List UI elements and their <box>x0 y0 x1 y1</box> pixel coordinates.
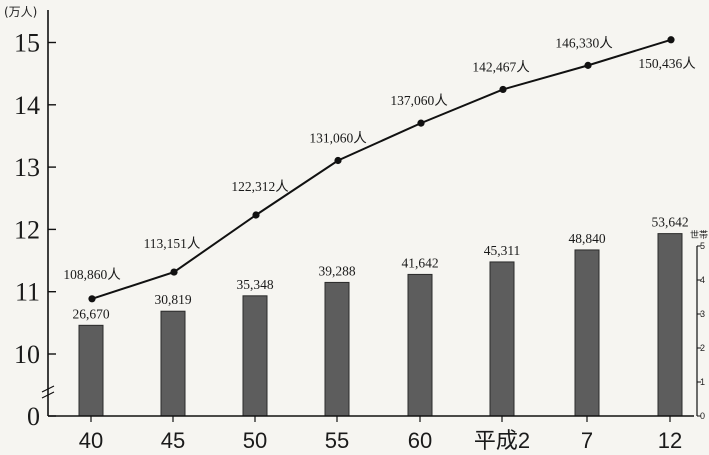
right-tick-label: 0 <box>700 411 705 421</box>
x-tick-label: 平成2 <box>474 428 530 453</box>
bar-value-label: 48,840 <box>568 231 605 246</box>
y-tick-label: 12 <box>14 215 40 244</box>
bar-value-label: 45,311 <box>484 243 521 258</box>
right-tick-label: 4 <box>700 275 705 285</box>
bar <box>489 261 515 417</box>
population-point <box>252 211 260 219</box>
population-value-label: 150,436人 <box>638 56 696 71</box>
population-value-label: 108,860人 <box>63 267 121 282</box>
bar-value-label: 35,348 <box>236 277 273 292</box>
bar <box>160 310 186 417</box>
right-tick-label: 5 <box>700 241 705 251</box>
x-tick-label: 55 <box>325 428 349 453</box>
population-value-label: 146,330人 <box>555 35 613 50</box>
x-tick-label: 12 <box>658 428 682 453</box>
population-value-label: 142,467人 <box>472 59 530 74</box>
line-series <box>88 36 675 303</box>
right-axis-unit-label: 世帯 <box>690 229 708 241</box>
population-value-label: 137,060人 <box>390 93 448 108</box>
bar <box>324 281 350 417</box>
x-tick-label: 7 <box>581 428 593 453</box>
bar-value-label: 53,642 <box>651 215 688 230</box>
x-tick-label: 60 <box>408 428 432 453</box>
y-tick-label: 10 <box>14 340 40 369</box>
axis-break-mark <box>41 385 55 399</box>
bar-value-label: 26,670 <box>72 306 109 321</box>
population-point <box>499 85 507 94</box>
y-tick-label: 0 <box>27 402 40 431</box>
bar-value-label: 30,819 <box>154 292 191 307</box>
data-labels: 26,670 30,819 35,348 39,288 41,642 45,311 48,8… <box>63 35 696 321</box>
left-axis-unit-label: (万人) <box>4 5 37 19</box>
right-tick-label: 3 <box>700 309 705 319</box>
x-tick-label: 40 <box>79 428 103 453</box>
population-point <box>334 156 342 165</box>
population-point <box>170 268 178 276</box>
population-value-label: 113,151人 <box>144 236 201 251</box>
bar <box>78 324 104 417</box>
y-tick-label: 11 <box>15 278 40 307</box>
bar <box>242 295 268 417</box>
population-point <box>417 119 425 127</box>
population-point <box>584 61 592 69</box>
right-tick-label: 2 <box>700 343 705 353</box>
bar-value-label: 39,288 <box>318 263 355 278</box>
population-line <box>91 38 672 300</box>
y-tick-label: 15 <box>14 29 40 58</box>
bar-value-label: 41,642 <box>401 255 438 270</box>
y-tick-label: 14 <box>14 91 40 120</box>
population-value-label: 122,312人 <box>231 179 289 194</box>
bar-series <box>78 233 683 417</box>
population-point <box>667 36 675 44</box>
population-value-label: 131,060人 <box>309 130 367 145</box>
x-tick-label: 45 <box>161 428 185 453</box>
x-tick-label: 50 <box>243 428 267 453</box>
bar <box>657 233 683 417</box>
bar <box>407 273 433 417</box>
y-tick-label: 13 <box>14 153 40 182</box>
right-tick-label: 1 <box>700 377 705 387</box>
bar <box>574 249 600 417</box>
population-point <box>88 295 96 303</box>
